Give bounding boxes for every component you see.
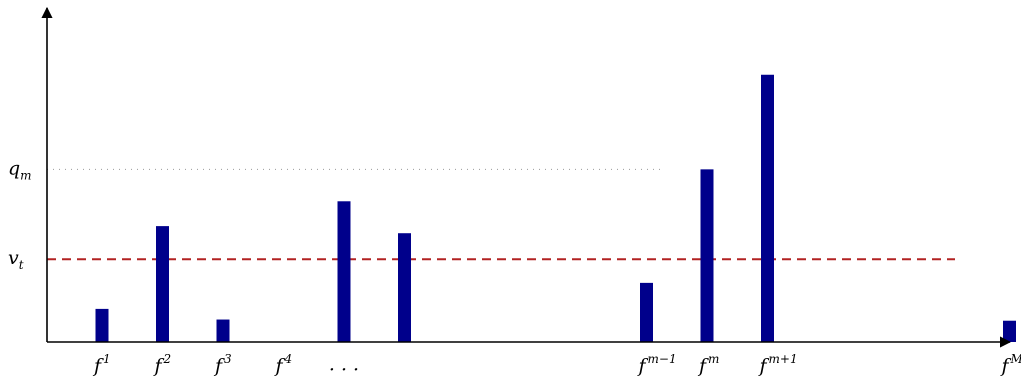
bar-2 [216,319,230,342]
bar-10 [700,169,714,342]
reference-label-v: vt [8,247,24,272]
bar-11 [761,74,774,342]
bar-0 [95,308,109,342]
reference-labels: qm vt [8,157,32,272]
bars [95,74,1016,342]
bar-5 [398,233,411,342]
reference-lines [47,168,955,261]
x-tick-label-15: fM [1000,352,1021,377]
bar-4 [337,201,351,342]
x-tick-label-9: f m−1 [637,352,677,377]
reference-label-q: qm [8,157,32,182]
bar-9 [640,282,653,342]
x-tick-label-11: f m+1 [758,352,798,377]
tick-labels: f1 f2 f3 f4 · · · fm−1 fm fm+1 fM [92,352,1021,381]
bar-15 [1003,320,1016,342]
bar-1 [156,226,169,342]
x-tick-label-ellipsis: · · · [329,359,359,381]
